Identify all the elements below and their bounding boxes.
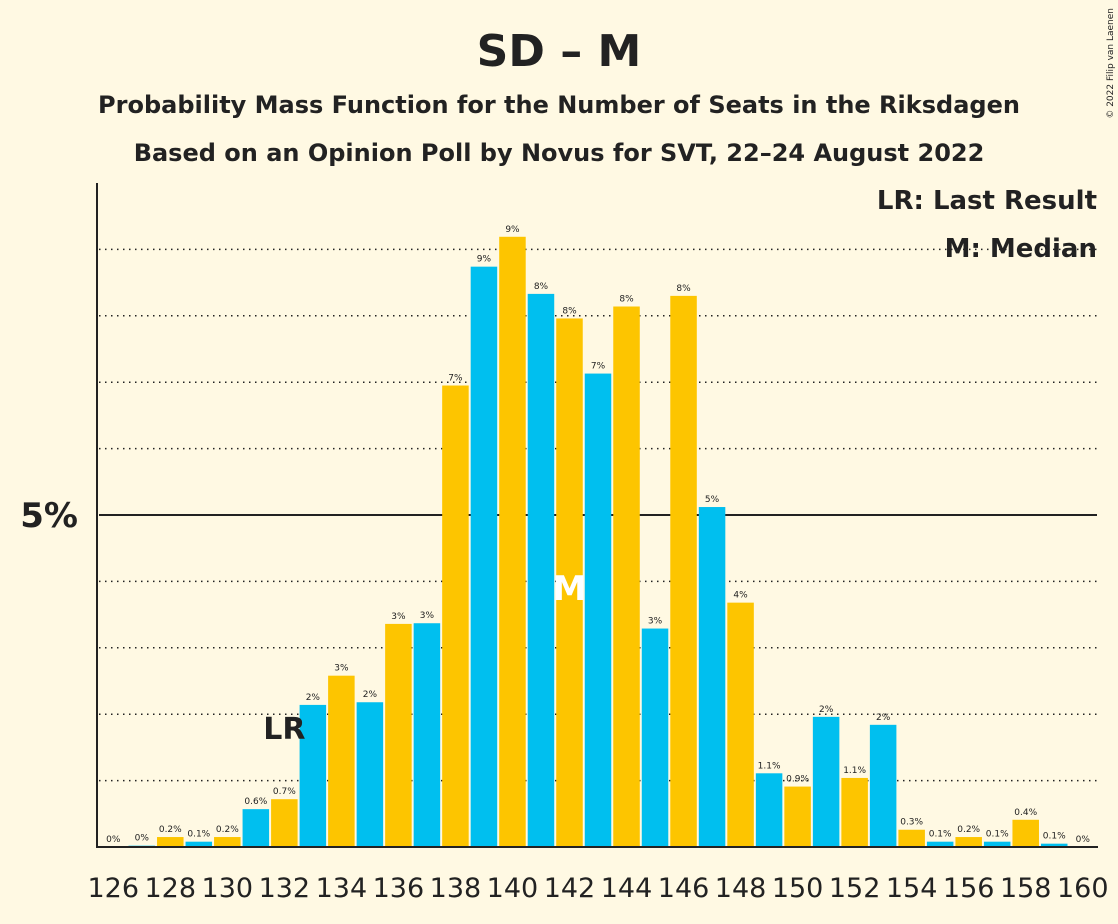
bar-seat-129	[185, 841, 213, 847]
bar-label-seat-151: 2%	[819, 705, 834, 715]
bar-seat-149	[755, 773, 783, 847]
bar-label-seat-126: 0%	[106, 835, 121, 845]
legend-median: M: Median	[945, 234, 1097, 264]
bar-seat-130	[214, 837, 241, 847]
bar-label-seat-131: 0.6%	[244, 797, 267, 807]
bar-label-seat-138: 7%	[448, 374, 463, 384]
bar-label-seat-134: 3%	[334, 664, 349, 674]
bars-group	[128, 236, 1068, 847]
bar-label-seat-130: 0.2%	[216, 825, 239, 835]
x-tick-label-128: 128	[145, 873, 197, 904]
bar-label-seat-135: 2%	[363, 690, 378, 700]
bar-seat-151	[812, 716, 840, 847]
bar-seat-153	[869, 724, 897, 847]
x-tick-label-144: 144	[601, 873, 653, 904]
last-result-marker: LR	[263, 712, 305, 747]
bar-label-seat-127: 0%	[135, 834, 150, 844]
bar-seat-135	[356, 702, 384, 847]
bar-seat-132	[271, 799, 298, 847]
bar-label-seat-148: 4%	[733, 591, 748, 601]
x-tick-label-130: 130	[202, 873, 254, 904]
bar-label-seat-129: 0.1%	[187, 830, 210, 840]
bar-seat-131	[242, 809, 270, 847]
bar-label-seat-152: 1.1%	[843, 766, 866, 776]
bar-seat-146	[670, 295, 697, 847]
y-major-tick-label: 5%	[20, 496, 78, 536]
x-tick-label-132: 132	[259, 873, 311, 904]
legend-last-result: LR: Last Result	[877, 186, 1097, 216]
x-tick-label-126: 126	[87, 873, 139, 904]
bar-seat-138	[442, 385, 469, 847]
bar-seat-145	[641, 628, 669, 847]
bar-seat-155	[926, 841, 954, 847]
bar-seat-139	[470, 266, 498, 847]
x-tick-label-154: 154	[886, 873, 938, 904]
bar-label-seat-155: 0.1%	[929, 830, 952, 840]
bar-label-seat-145: 3%	[648, 617, 663, 627]
bar-seat-140	[499, 236, 526, 847]
bar-label-seat-133: 2%	[306, 693, 321, 703]
x-tick-label-134: 134	[316, 873, 368, 904]
bar-labels-group: 0% 0% 0.2% 0.1% 0.2% 0.6% 0.7% 2% 3% 2% 3% 3% 7% 9% 9%…	[106, 225, 1090, 845]
bar-label-seat-143: 7%	[591, 362, 606, 372]
x-tick-label-140: 140	[487, 873, 539, 904]
bar-seat-141	[527, 293, 555, 847]
bar-seat-144	[613, 306, 640, 847]
chart-subtitle: Probability Mass Function for the Number…	[98, 91, 1020, 119]
bar-label-seat-160: 0%	[1076, 835, 1091, 845]
bar-seat-147	[698, 507, 726, 847]
bar-seat-143	[584, 373, 612, 847]
x-tick-label-142: 142	[544, 873, 596, 904]
x-tick-label-148: 148	[715, 873, 767, 904]
chart-subtitle-2: Based on an Opinion Poll by Novus for SV…	[134, 139, 985, 167]
x-tick-label-150: 150	[772, 873, 824, 904]
bar-label-seat-154: 0.3%	[900, 818, 923, 828]
x-tick-label-158: 158	[1000, 873, 1052, 904]
bar-label-seat-150: 0.9%	[786, 775, 809, 785]
bar-label-seat-142: 8%	[562, 306, 577, 316]
markers-group: LR M	[263, 569, 586, 747]
x-tick-label-152: 152	[829, 873, 881, 904]
median-marker: M	[553, 569, 587, 609]
bar-label-seat-139: 9%	[477, 255, 492, 265]
bar-seat-137	[413, 623, 441, 847]
bar-seat-148	[727, 602, 754, 847]
bar-label-seat-136: 3%	[391, 612, 406, 622]
bar-label-seat-141: 8%	[534, 282, 549, 292]
bar-seat-157	[983, 841, 1011, 847]
x-tick-label-146: 146	[658, 873, 710, 904]
bar-seat-142	[556, 318, 583, 847]
bar-label-seat-144: 8%	[619, 295, 634, 305]
copyright-text: © 2022 Filip van Laenen	[1106, 8, 1116, 119]
bar-seat-150	[784, 786, 811, 847]
x-tick-labels-group: 126 128 130 132 134 136 138 140 142 144 146 148 150 1…	[87, 873, 1108, 904]
x-tick-label-160: 160	[1057, 873, 1109, 904]
x-tick-label-138: 138	[430, 873, 482, 904]
bar-seat-159	[1040, 843, 1068, 847]
bar-seat-128	[157, 837, 184, 847]
bar-label-seat-153: 2%	[876, 713, 891, 723]
bar-label-seat-140: 9%	[505, 225, 520, 235]
bar-label-seat-132: 0.7%	[273, 787, 296, 797]
bar-seat-152	[841, 777, 868, 847]
bar-label-seat-146: 8%	[676, 284, 691, 294]
bar-seat-133	[299, 704, 327, 847]
bar-label-seat-128: 0.2%	[159, 825, 182, 835]
bar-label-seat-147: 5%	[705, 495, 720, 505]
bar-seat-156	[955, 837, 982, 847]
bar-seat-134	[328, 675, 355, 847]
bar-seat-154	[898, 829, 925, 847]
bar-seat-136	[385, 623, 412, 847]
bar-label-seat-137: 3%	[420, 611, 435, 621]
bar-label-seat-159: 0.1%	[1043, 832, 1066, 842]
bar-seat-158	[1012, 819, 1039, 847]
bar-label-seat-157: 0.1%	[986, 830, 1009, 840]
x-tick-label-136: 136	[373, 873, 425, 904]
chart-title: SD – M	[477, 26, 642, 77]
x-tick-label-156: 156	[943, 873, 995, 904]
bar-label-seat-156: 0.2%	[957, 825, 980, 835]
bar-label-seat-158: 0.4%	[1014, 808, 1037, 818]
bar-label-seat-149: 1.1%	[758, 761, 781, 771]
